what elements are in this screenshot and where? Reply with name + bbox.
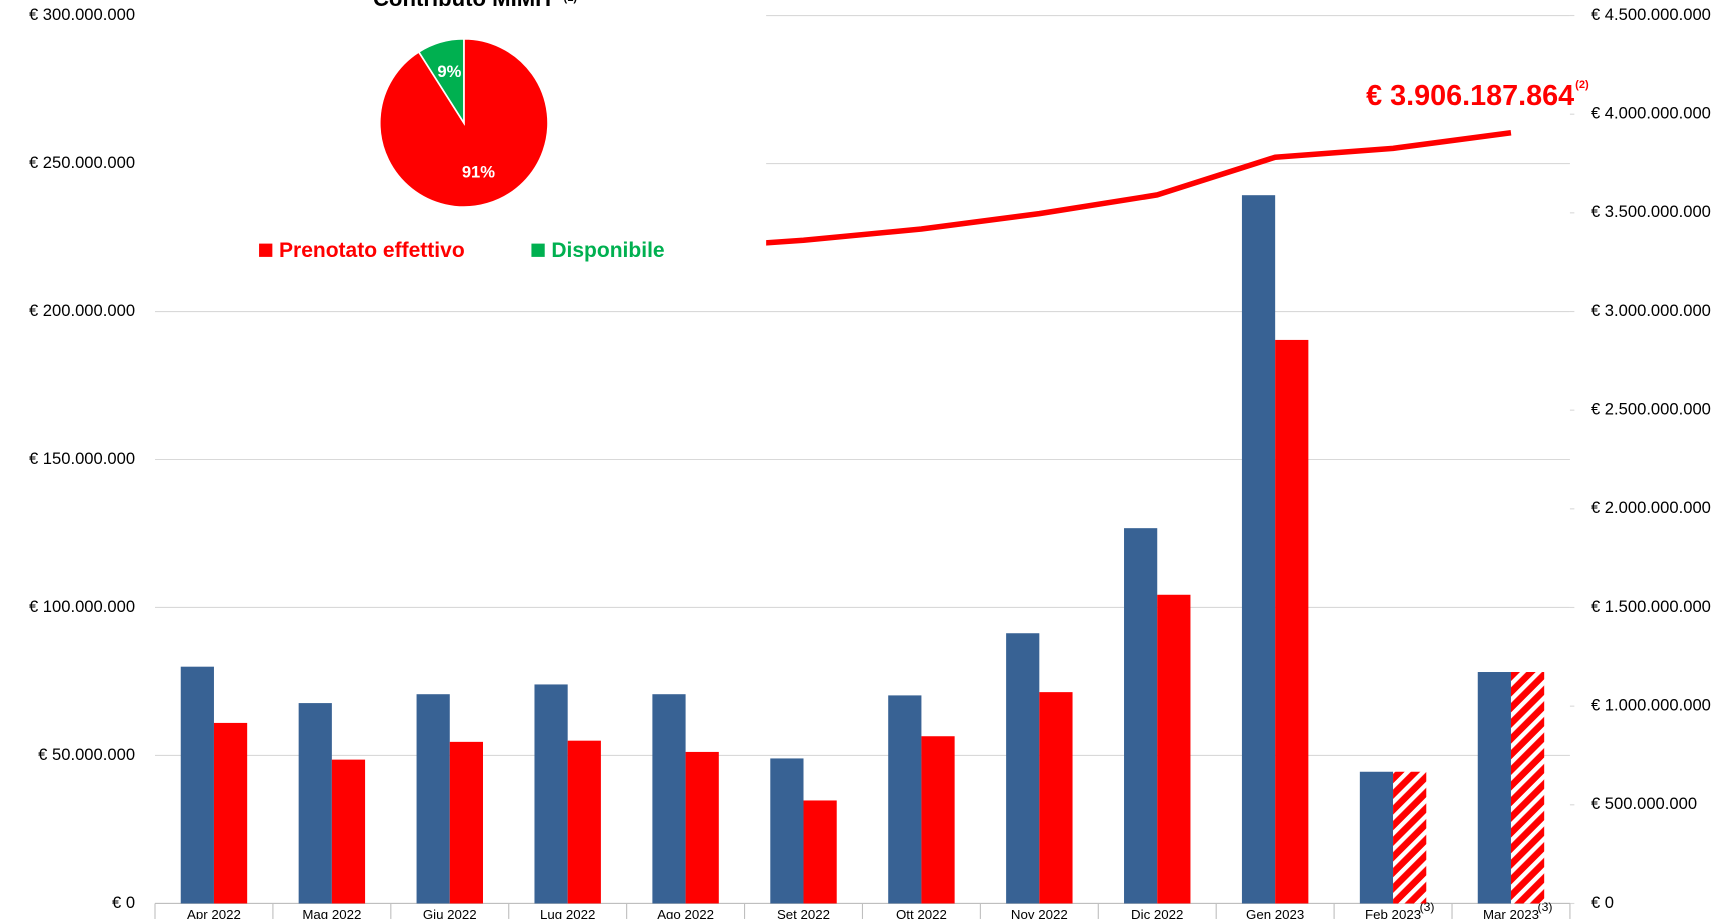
- x-tick-note: (3): [1538, 900, 1553, 914]
- y-tick-label: € 100.000.000: [29, 597, 135, 616]
- y-tick-label: € 200.000.000: [29, 301, 135, 320]
- bar: [921, 736, 955, 904]
- pie-label: 9%: [437, 62, 461, 81]
- legend-swatch: [531, 243, 545, 257]
- legend-label: Disponibile: [551, 239, 664, 262]
- bar: [1359, 771, 1394, 904]
- legend-swatch: [259, 243, 273, 257]
- bar: [1241, 195, 1276, 904]
- pie-title-note: (1): [564, 0, 578, 4]
- y2-tick-label: € 2.000.000.000: [1591, 498, 1711, 517]
- x-tick-label: Mag 2022: [302, 907, 361, 919]
- y-tick-label: € 300.000.000: [29, 5, 135, 24]
- x-tick-label: Apr 2022: [187, 907, 241, 919]
- bar: [803, 800, 837, 904]
- x-tick-label: Nov 2022: [1011, 907, 1068, 919]
- y-tick-label: € 150.000.000: [29, 449, 135, 468]
- bar: [534, 684, 568, 904]
- bar: [449, 741, 483, 904]
- bar: [685, 751, 719, 904]
- y2-tick-label: € 500.000.000: [1591, 794, 1697, 813]
- y2-tick-label: € 3.000.000.000: [1591, 301, 1711, 320]
- bar: [770, 758, 804, 904]
- pie-slice: [417, 37, 465, 126]
- bar: [213, 722, 248, 904]
- pie-slice: [378, 37, 549, 208]
- y2-tick-label: € 4.500.000.000: [1591, 5, 1711, 24]
- bar: [1393, 771, 1427, 904]
- y2-tick-label: € 0: [1591, 893, 1614, 912]
- x-tick-note: (3): [1420, 900, 1435, 914]
- data-label: € 3.906.187.864: [1366, 80, 1574, 112]
- x-tick-label: Set 2022: [777, 907, 830, 919]
- y2-tick-label: € 3.500.000.000: [1591, 202, 1711, 221]
- x-tick-label: Gen 2023: [1246, 907, 1304, 919]
- x-tick-label: Ago 2022: [657, 907, 714, 919]
- y-tick-label: € 50.000.000: [38, 745, 135, 764]
- bar: [298, 703, 332, 904]
- x-tick-label: Feb 2023: [1365, 907, 1421, 919]
- bar: [888, 695, 922, 904]
- data-label-note: (2): [1575, 79, 1589, 91]
- bar: [416, 694, 450, 904]
- y2-tick-label: € 1.500.000.000: [1591, 597, 1711, 616]
- bar: [180, 666, 214, 904]
- bar: [331, 759, 366, 904]
- pie-label: 91%: [462, 162, 495, 181]
- pie-title: Contributo MIMIT: [373, 0, 555, 11]
- line: [685, 129, 1512, 252]
- bar: [1157, 594, 1191, 904]
- legend-label: Prenotato effettivo: [279, 239, 465, 262]
- y2-tick-label: € 2.500.000.000: [1591, 400, 1711, 419]
- y2-tick-label: € 4.000.000.000: [1591, 104, 1711, 123]
- bar: [567, 740, 601, 904]
- x-tick-label: Mar 2023: [1483, 907, 1539, 919]
- x-tick-label: Lug 2022: [540, 907, 595, 919]
- bar: [1275, 339, 1309, 904]
- bar: [1006, 633, 1040, 904]
- y2-tick-label: € 1.000.000.000: [1591, 696, 1711, 715]
- x-tick-label: Giu 2022: [423, 907, 477, 919]
- bar: [1039, 692, 1073, 904]
- y-tick-label: € 250.000.000: [29, 153, 135, 172]
- y-tick-label: € 0: [112, 893, 135, 912]
- bar: [1510, 672, 1545, 904]
- bar: [652, 694, 686, 904]
- x-tick-label: Dic 2022: [1131, 907, 1183, 919]
- bar: [1124, 528, 1158, 904]
- x-tick-label: Ott 2022: [896, 907, 947, 919]
- bar: [1477, 672, 1511, 904]
